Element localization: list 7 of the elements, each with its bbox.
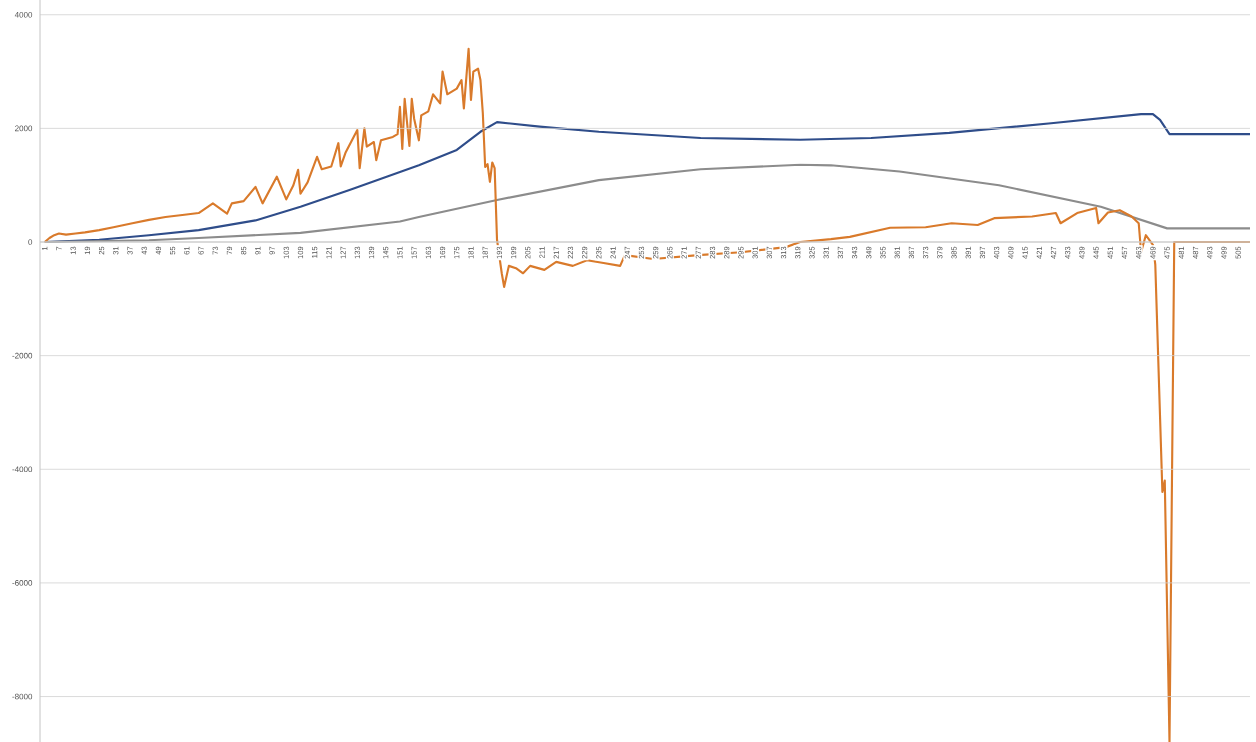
- y-tick-label: -4000: [12, 466, 33, 473]
- y-tick-label: 4000: [14, 11, 33, 18]
- y-tick-label: -6000: [12, 580, 33, 586]
- y-tick-label: 2000: [15, 125, 33, 132]
- y-tick-label: -8000: [12, 693, 33, 700]
- y-tick-label: -2000: [12, 352, 33, 359]
- y-tick-label: 0: [28, 239, 33, 245]
